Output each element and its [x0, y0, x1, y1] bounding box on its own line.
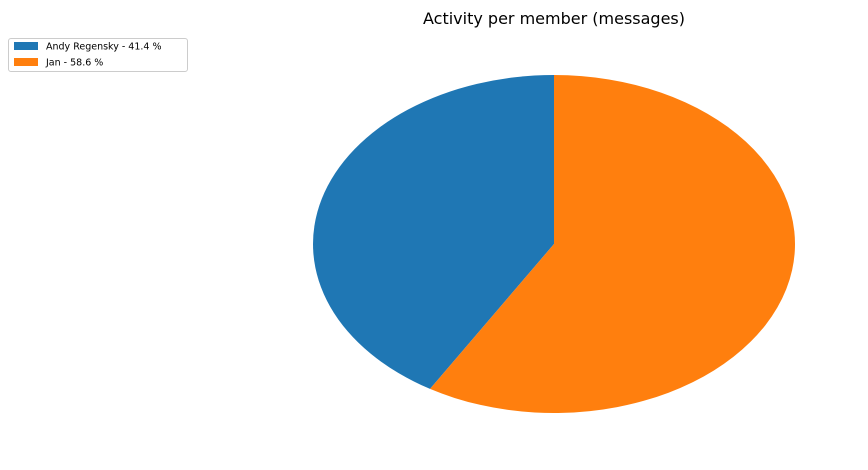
legend-swatch-0 [14, 42, 38, 50]
legend-label-0: Andy Regensky - 41.4 % [46, 42, 162, 53]
pie-slices [313, 75, 796, 413]
legend-frame [8, 38, 188, 72]
legend-swatch-1 [14, 58, 38, 66]
legend: Andy Regensky - 41.4 % Jan - 58.6 % [8, 38, 188, 72]
pie-slice-0 [313, 75, 554, 389]
chart-title: Activity per member (messages) [423, 9, 685, 28]
legend-entries: Andy Regensky - 41.4 % Jan - 58.6 % [14, 42, 162, 69]
pie-slice-1 [430, 75, 796, 413]
legend-label-1: Jan - 58.6 % [45, 58, 103, 69]
